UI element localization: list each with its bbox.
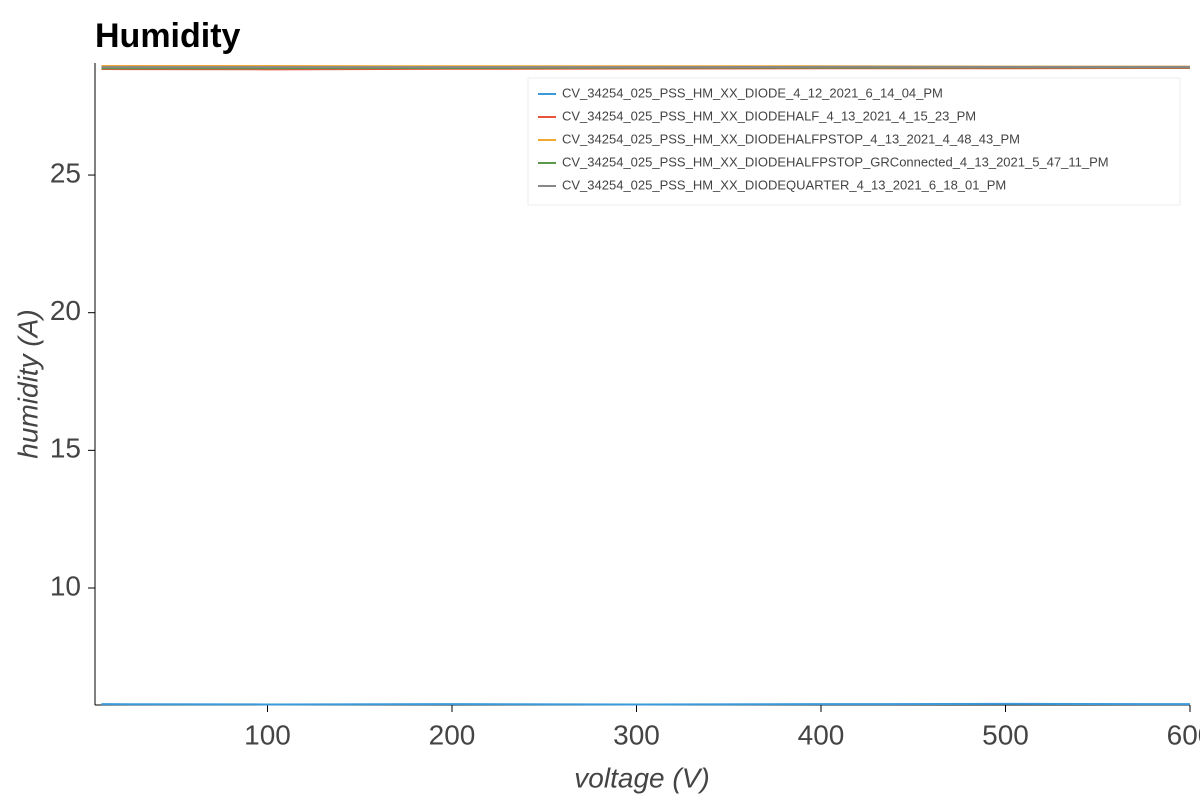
y-tick-label: 10: [50, 570, 81, 601]
series-line: [101, 702, 1191, 706]
legend-box: [527, 77, 1181, 206]
x-tick-label: 400: [798, 719, 845, 750]
y-axis-label: humidity (A): [12, 309, 43, 458]
x-tick-label: 500: [982, 719, 1029, 750]
legend-label: CV_34254_025_PSS_HM_XX_DIODEQUARTER_4_13…: [562, 177, 1006, 192]
legend-label: CV_34254_025_PSS_HM_XX_DIODEHALF_4_13_20…: [562, 108, 976, 123]
x-tick-label: 600: [1167, 719, 1200, 750]
legend-label: CV_34254_025_PSS_HM_XX_DIODEHALFPSTOP_GR…: [562, 154, 1109, 169]
chart-title: Humidity: [95, 17, 241, 55]
legend-label: CV_34254_025_PSS_HM_XX_DIODE_4_12_2021_6…: [562, 85, 943, 100]
x-tick-label: 100: [244, 719, 291, 750]
y-tick-label: 15: [50, 433, 81, 464]
legend-label: CV_34254_025_PSS_HM_XX_DIODEHALFPSTOP_4_…: [562, 131, 1020, 146]
x-tick-label: 200: [429, 719, 476, 750]
y-tick-label: 25: [50, 157, 81, 188]
y-tick-label: 20: [50, 295, 81, 326]
x-tick-label: 300: [613, 719, 660, 750]
x-axis-label: voltage (V): [574, 762, 709, 793]
